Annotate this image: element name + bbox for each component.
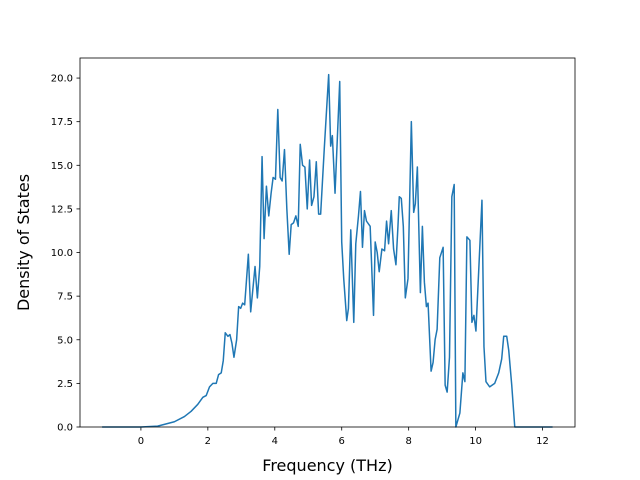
y-tick-label: 2.5 <box>57 379 73 390</box>
y-tick-label: 10.0 <box>51 248 73 259</box>
x-tick-label: 4 <box>272 436 278 447</box>
y-tick-label: 17.5 <box>51 117 73 128</box>
x-tick-label: 6 <box>339 436 345 447</box>
y-tick-label: 12.5 <box>51 204 73 215</box>
x-axis-label: Frequency (THz) <box>262 456 392 475</box>
x-tick-label: 2 <box>205 436 211 447</box>
x-tick-label: 12 <box>536 436 549 447</box>
x-tick-label: 8 <box>405 436 411 447</box>
x-tick-label: 10 <box>469 436 482 447</box>
axes-frame <box>79 57 576 428</box>
y-axis-label: Density of States <box>14 174 33 311</box>
y-tick-label: 0.0 <box>57 423 73 434</box>
y-tick-label: 15.0 <box>51 161 73 172</box>
y-tick-label: 5.0 <box>57 335 73 346</box>
x-tick-label: 0 <box>138 436 144 447</box>
y-tick-label: 20.0 <box>51 74 73 85</box>
line <box>102 73 553 428</box>
y-tick-label: 7.5 <box>57 292 73 303</box>
